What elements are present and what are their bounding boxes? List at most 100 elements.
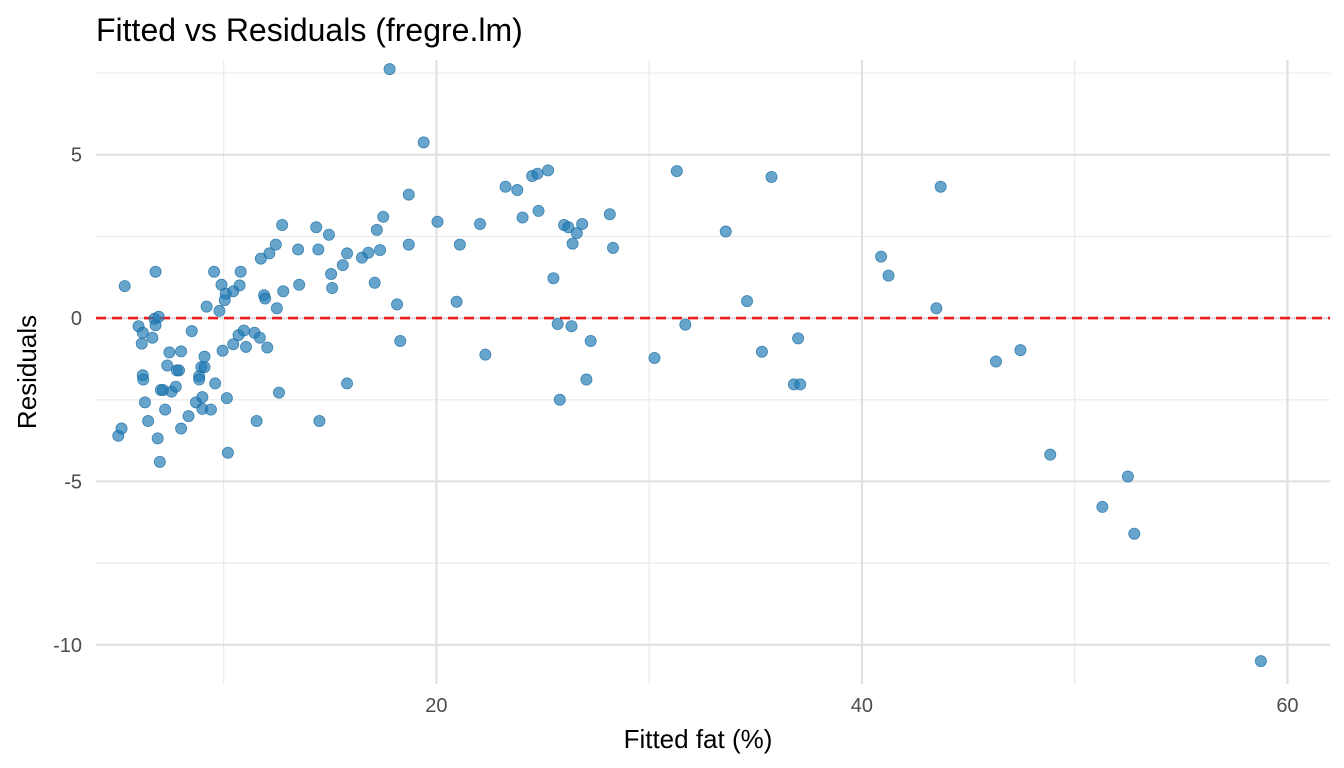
grid-lines (96, 60, 1330, 684)
data-point (934, 180, 947, 193)
data-point (417, 136, 430, 149)
data-point (152, 310, 165, 323)
data-point (259, 292, 272, 305)
data-point (930, 302, 943, 315)
data-point (272, 386, 285, 399)
data-point (576, 218, 589, 231)
data-point (755, 345, 768, 358)
data-point (565, 320, 578, 333)
data-point (377, 210, 390, 223)
data-point (193, 373, 206, 386)
data-point (336, 259, 349, 272)
data-point (584, 334, 597, 347)
data-point (648, 351, 661, 364)
data-point (163, 346, 176, 359)
x-tick-labels: 20 40 60 (425, 695, 1298, 717)
data-points (112, 63, 1267, 668)
y-axis-label: Residuals (12, 315, 42, 429)
chart-title: Fitted vs Residuals (fregre.lm) (96, 12, 523, 48)
data-point (989, 355, 1002, 368)
data-point (765, 170, 778, 183)
data-point (196, 391, 209, 404)
data-point (341, 377, 354, 390)
data-point (269, 238, 282, 251)
data-point (453, 238, 466, 251)
data-point (310, 221, 323, 234)
data-point (570, 227, 583, 240)
data-point (566, 237, 579, 250)
data-point (135, 337, 148, 350)
x-axis-label: Fitted fat (%) (624, 724, 773, 754)
data-point (261, 341, 274, 354)
data-point (312, 243, 325, 256)
y-tick-label: 0 (71, 308, 82, 330)
data-point (233, 279, 246, 292)
x-tick-label: 20 (425, 695, 447, 717)
data-point (220, 392, 233, 405)
data-point (250, 415, 263, 428)
data-point (208, 265, 221, 278)
data-point (313, 415, 326, 428)
data-point (159, 403, 172, 416)
data-point (198, 361, 211, 374)
data-point (792, 332, 805, 345)
data-point (185, 325, 198, 338)
data-point (149, 265, 162, 278)
data-point (270, 302, 283, 315)
data-point (391, 298, 404, 311)
data-point (607, 241, 620, 254)
data-point (1128, 527, 1141, 540)
data-point (118, 280, 131, 293)
data-point (322, 228, 335, 241)
data-point (182, 410, 195, 423)
data-point (383, 63, 396, 76)
y-tick-label: -10 (53, 635, 82, 657)
data-point (1096, 500, 1109, 513)
data-point (153, 455, 166, 468)
y-tick-label: 5 (71, 145, 82, 167)
data-point (209, 377, 222, 390)
data-point (325, 267, 338, 280)
data-point (115, 422, 128, 435)
data-point (402, 238, 415, 251)
data-point (394, 334, 407, 347)
data-point (1254, 655, 1267, 668)
data-point (374, 244, 387, 257)
data-point (277, 285, 290, 298)
data-point (146, 331, 159, 344)
data-point (237, 324, 250, 337)
data-point (200, 300, 213, 313)
data-point (368, 276, 381, 289)
data-point (511, 184, 524, 197)
data-point (169, 380, 182, 393)
data-point (479, 348, 492, 361)
data-point (292, 243, 305, 256)
data-point (1014, 344, 1027, 357)
data-point (875, 250, 888, 263)
data-point (234, 265, 247, 278)
data-point (474, 218, 487, 231)
data-point (547, 272, 560, 285)
data-point (531, 167, 544, 180)
data-point (516, 211, 529, 224)
data-point (719, 225, 732, 238)
data-point (151, 432, 164, 445)
data-point (562, 221, 575, 234)
x-tick-label: 60 (1276, 695, 1298, 717)
data-point (204, 403, 217, 416)
data-point (172, 364, 185, 377)
data-point (794, 378, 807, 391)
data-point (142, 415, 155, 428)
data-point (431, 215, 444, 228)
data-point (293, 278, 306, 291)
data-point (580, 373, 593, 386)
data-point (499, 180, 512, 193)
data-point (370, 223, 383, 236)
data-point (276, 218, 289, 231)
data-point (532, 204, 545, 217)
data-point (551, 317, 564, 330)
data-point (263, 247, 276, 260)
data-point (341, 247, 354, 260)
data-point (450, 295, 463, 308)
